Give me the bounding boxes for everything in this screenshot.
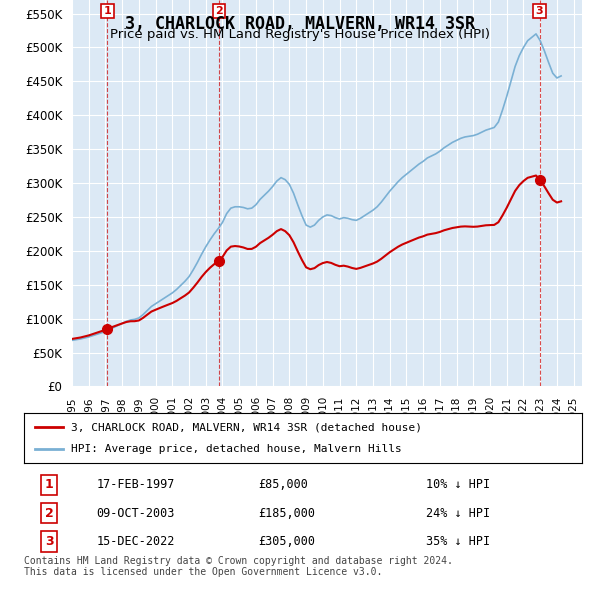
- Text: Price paid vs. HM Land Registry's House Price Index (HPI): Price paid vs. HM Land Registry's House …: [110, 28, 490, 41]
- Text: HPI: Average price, detached house, Malvern Hills: HPI: Average price, detached house, Malv…: [71, 444, 402, 454]
- Text: 10% ↓ HPI: 10% ↓ HPI: [426, 478, 490, 491]
- Text: 3: 3: [45, 535, 53, 548]
- Text: £185,000: £185,000: [259, 507, 316, 520]
- Text: Contains HM Land Registry data © Crown copyright and database right 2024.
This d: Contains HM Land Registry data © Crown c…: [24, 556, 453, 578]
- Text: 35% ↓ HPI: 35% ↓ HPI: [426, 535, 490, 548]
- Text: 15-DEC-2022: 15-DEC-2022: [97, 535, 175, 548]
- Text: 1: 1: [104, 6, 112, 16]
- Text: 2: 2: [45, 507, 53, 520]
- Text: 17-FEB-1997: 17-FEB-1997: [97, 478, 175, 491]
- Text: £85,000: £85,000: [259, 478, 308, 491]
- Text: £305,000: £305,000: [259, 535, 316, 548]
- Text: 2: 2: [215, 6, 223, 16]
- Text: 1: 1: [45, 478, 53, 491]
- Text: 09-OCT-2003: 09-OCT-2003: [97, 507, 175, 520]
- Text: 24% ↓ HPI: 24% ↓ HPI: [426, 507, 490, 520]
- Text: 3, CHARLOCK ROAD, MALVERN, WR14 3SR: 3, CHARLOCK ROAD, MALVERN, WR14 3SR: [125, 15, 475, 33]
- Text: 3, CHARLOCK ROAD, MALVERN, WR14 3SR (detached house): 3, CHARLOCK ROAD, MALVERN, WR14 3SR (det…: [71, 422, 422, 432]
- Text: 3: 3: [536, 6, 544, 16]
